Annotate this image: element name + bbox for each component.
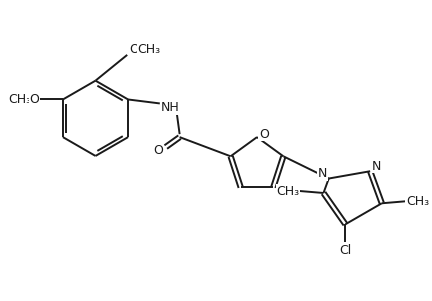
Text: CH₃: CH₃: [137, 43, 161, 57]
Text: N: N: [372, 160, 381, 173]
Text: CH₃: CH₃: [406, 195, 429, 208]
Text: CH₃: CH₃: [276, 185, 299, 197]
Text: O: O: [129, 43, 139, 57]
Text: CH₃: CH₃: [9, 93, 32, 106]
Text: O: O: [259, 128, 269, 141]
Text: NH: NH: [160, 101, 179, 114]
Text: N: N: [318, 167, 327, 180]
Text: Cl: Cl: [339, 244, 352, 256]
Text: O: O: [153, 144, 163, 157]
Text: O: O: [29, 93, 39, 106]
